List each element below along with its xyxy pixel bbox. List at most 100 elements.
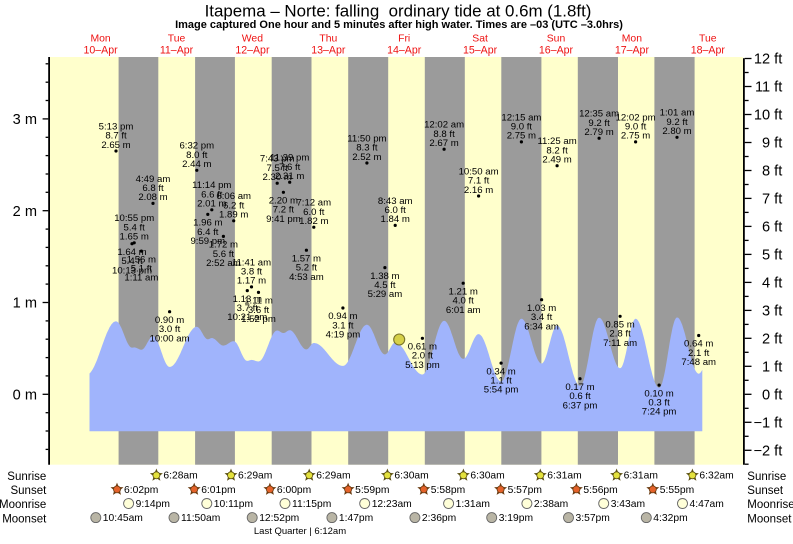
- svg-text:6:00pm: 6:00pm: [277, 485, 311, 496]
- svg-text:18–Apr: 18–Apr: [691, 44, 726, 56]
- svg-text:1.11 m: 1.11 m: [244, 296, 273, 307]
- svg-text:6:29am: 6:29am: [316, 471, 350, 482]
- svg-text:4.5 ft: 4.5 ft: [374, 280, 396, 291]
- svg-text:5.1 ft: 5.1 ft: [131, 264, 153, 275]
- svg-text:3.8 ft: 3.8 ft: [241, 267, 263, 278]
- svg-text:0.90 m: 0.90 m: [155, 315, 184, 326]
- svg-text:11–Apr: 11–Apr: [160, 44, 194, 56]
- svg-text:3:19pm: 3:19pm: [499, 513, 533, 524]
- svg-text:4:19 pm: 4:19 pm: [326, 330, 361, 341]
- svg-text:2.80 m: 2.80 m: [662, 126, 691, 137]
- svg-text:4.0 ft: 4.0 ft: [453, 296, 475, 307]
- svg-text:11:15pm: 11:15pm: [292, 499, 331, 510]
- svg-text:7 ft: 7 ft: [762, 192, 782, 208]
- svg-text:6.6 ft: 6.6 ft: [201, 189, 223, 200]
- svg-text:2.79 m: 2.79 m: [584, 127, 613, 138]
- svg-text:1.84 m: 1.84 m: [381, 214, 410, 225]
- svg-text:2.31 m: 2.31 m: [275, 171, 304, 182]
- svg-text:6:30am: 6:30am: [394, 471, 428, 482]
- svg-text:Moonrise: Moonrise: [747, 499, 793, 511]
- svg-text:2.16 m: 2.16 m: [464, 185, 493, 196]
- svg-text:0.3 ft: 0.3 ft: [648, 398, 670, 409]
- svg-text:2.49 m: 2.49 m: [542, 155, 571, 166]
- svg-text:12:23am: 12:23am: [372, 499, 412, 510]
- svg-text:1:11 am: 1:11 am: [124, 273, 158, 284]
- svg-text:Moonset: Moonset: [2, 513, 47, 525]
- svg-text:10:45am: 10:45am: [103, 513, 143, 524]
- svg-text:Mon: Mon: [90, 33, 110, 44]
- svg-text:8.3 ft: 8.3 ft: [356, 143, 378, 154]
- svg-text:10 ft: 10 ft: [754, 108, 782, 124]
- svg-text:1:52 pm: 1:52 pm: [241, 314, 276, 325]
- svg-text:3.1 ft: 3.1 ft: [332, 320, 354, 331]
- svg-text:11:25 am: 11:25 am: [537, 136, 576, 147]
- svg-text:2.0 ft: 2.0 ft: [412, 351, 434, 362]
- svg-text:1.96 m: 1.96 m: [193, 218, 222, 229]
- svg-text:1.21 m: 1.21 m: [449, 286, 478, 297]
- svg-text:2.44 m: 2.44 m: [182, 159, 211, 170]
- svg-text:15–Apr: 15–Apr: [463, 44, 498, 56]
- svg-text:2:38am: 2:38am: [534, 499, 568, 510]
- svg-text:3:57pm: 3:57pm: [576, 513, 610, 524]
- svg-text:Sun: Sun: [547, 33, 566, 44]
- svg-text:Mon: Mon: [622, 33, 642, 44]
- svg-text:10:13 pm: 10:13 pm: [112, 265, 152, 276]
- svg-text:2.8 ft: 2.8 ft: [609, 329, 631, 340]
- svg-text:5:13 pm: 5:13 pm: [99, 121, 134, 132]
- svg-text:0.64 m: 0.64 m: [684, 339, 713, 350]
- svg-text:0 ft: 0 ft: [762, 388, 782, 404]
- svg-text:16–Apr: 16–Apr: [539, 44, 574, 56]
- svg-text:2.65 m: 2.65 m: [101, 140, 130, 151]
- svg-text:11:50am: 11:50am: [181, 513, 220, 524]
- svg-text:6:01pm: 6:01pm: [201, 485, 235, 496]
- svg-text:9.0 ft: 9.0 ft: [625, 122, 647, 133]
- svg-text:10:50 am: 10:50 am: [459, 166, 499, 177]
- svg-text:5:13 pm: 5:13 pm: [405, 360, 440, 371]
- svg-text:3 ft: 3 ft: [762, 304, 782, 320]
- svg-text:6:32 pm: 6:32 pm: [179, 141, 214, 152]
- svg-text:−1 ft: −1 ft: [753, 416, 782, 432]
- svg-text:5:58pm: 5:58pm: [431, 485, 465, 496]
- svg-text:12:52pm: 12:52pm: [259, 513, 299, 524]
- svg-text:1.82 m: 1.82 m: [299, 216, 328, 227]
- svg-text:1 m: 1 m: [13, 296, 37, 312]
- svg-text:6:32am: 6:32am: [699, 471, 733, 482]
- svg-text:7:43 pm: 7:43 pm: [260, 154, 295, 165]
- svg-text:Last Quarter | 6:12am: Last Quarter | 6:12am: [254, 526, 346, 537]
- svg-text:12:35 am: 12:35 am: [579, 109, 619, 120]
- svg-text:8.7 ft: 8.7 ft: [105, 131, 127, 142]
- svg-text:2 m: 2 m: [13, 204, 37, 220]
- svg-text:1.57 m: 1.57 m: [292, 253, 321, 264]
- svg-text:6:29am: 6:29am: [238, 471, 272, 482]
- svg-text:6:34 am: 6:34 am: [524, 321, 559, 332]
- svg-text:6:02pm: 6:02pm: [124, 485, 158, 496]
- svg-text:1.72 m: 1.72 m: [209, 240, 238, 251]
- svg-text:5:55pm: 5:55pm: [660, 485, 694, 496]
- svg-text:5:54 pm: 5:54 pm: [484, 385, 519, 396]
- svg-text:Tue: Tue: [699, 33, 717, 44]
- svg-text:4:32pm: 4:32pm: [653, 513, 687, 524]
- svg-text:8:43 am: 8:43 am: [378, 196, 413, 207]
- svg-text:4 ft: 4 ft: [762, 276, 782, 292]
- svg-text:9:59 pm: 9:59 pm: [190, 236, 225, 247]
- svg-text:5:29 am: 5:29 am: [368, 289, 403, 300]
- svg-text:7:24 pm: 7:24 pm: [642, 407, 677, 418]
- svg-text:0 m: 0 m: [13, 388, 37, 404]
- svg-text:2.01 m: 2.01 m: [197, 199, 226, 210]
- svg-text:Sat: Sat: [472, 33, 488, 44]
- svg-text:8.0 ft: 8.0 ft: [186, 150, 208, 161]
- svg-text:5:57pm: 5:57pm: [508, 485, 542, 496]
- svg-text:12–Apr: 12–Apr: [235, 44, 270, 56]
- svg-text:1:47pm: 1:47pm: [339, 513, 373, 524]
- svg-text:12:02 pm: 12:02 pm: [616, 112, 656, 123]
- svg-text:0.17 m: 0.17 m: [565, 382, 594, 393]
- svg-text:5.4 ft: 5.4 ft: [121, 256, 143, 267]
- svg-text:7:11 am: 7:11 am: [603, 338, 637, 349]
- svg-text:3.6 ft: 3.6 ft: [248, 305, 270, 316]
- svg-text:7.6 ft: 7.6 ft: [279, 162, 301, 173]
- svg-text:7.1 ft: 7.1 ft: [468, 176, 490, 187]
- svg-text:6:31am: 6:31am: [547, 471, 581, 482]
- svg-text:4:49 am: 4:49 am: [136, 174, 171, 185]
- svg-text:2.52 m: 2.52 m: [352, 152, 381, 163]
- svg-text:Image captured One hour and 5: Image captured One hour and 5 minutes af…: [175, 19, 623, 31]
